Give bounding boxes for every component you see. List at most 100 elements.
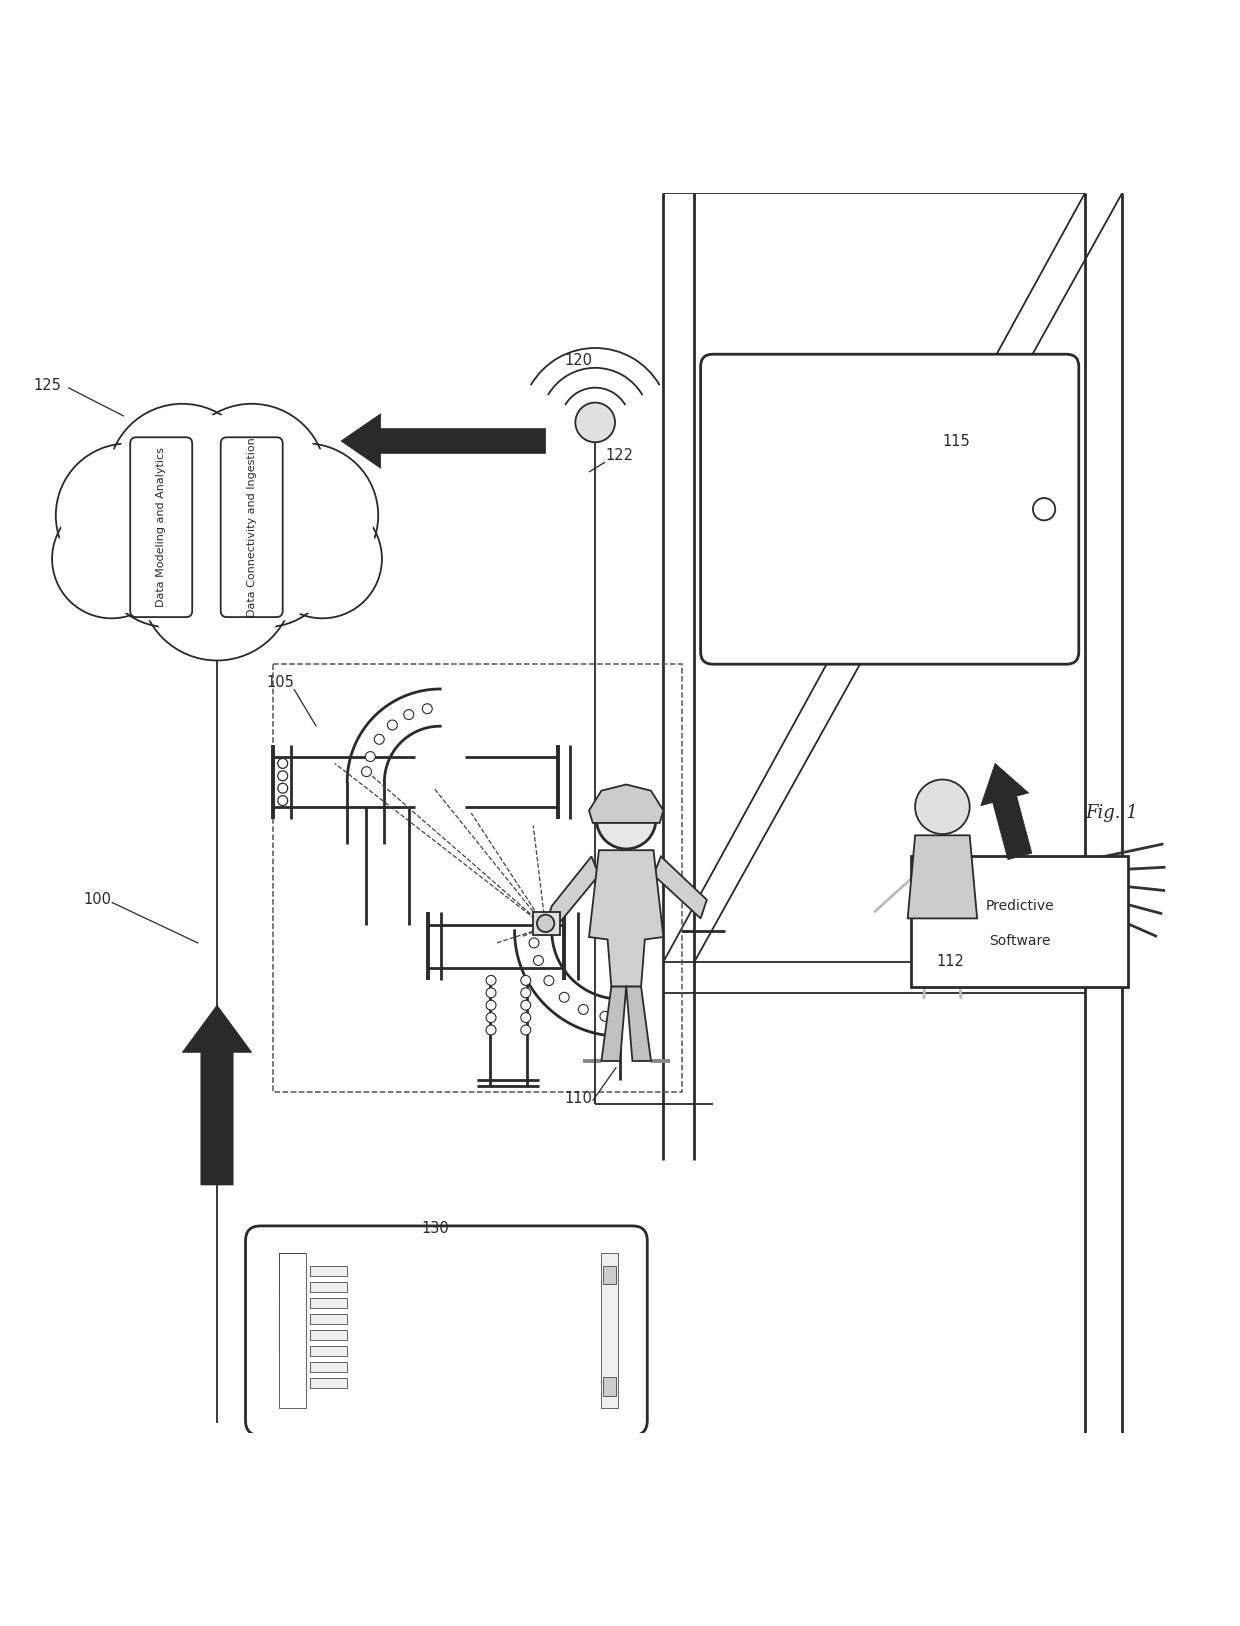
Circle shape <box>267 502 378 615</box>
Circle shape <box>521 1000 531 1010</box>
Polygon shape <box>546 857 599 925</box>
Circle shape <box>404 709 414 720</box>
Circle shape <box>177 403 326 553</box>
Circle shape <box>423 704 433 714</box>
Text: 120: 120 <box>564 353 593 367</box>
Text: 105: 105 <box>267 675 294 691</box>
FancyBboxPatch shape <box>701 354 1079 663</box>
Bar <box>279 1275 306 1286</box>
Text: 115: 115 <box>942 434 970 449</box>
Polygon shape <box>626 987 651 1062</box>
Circle shape <box>521 1013 531 1023</box>
Circle shape <box>124 447 310 633</box>
Bar <box>279 1385 306 1397</box>
Circle shape <box>486 976 496 985</box>
Circle shape <box>182 408 321 548</box>
Bar <box>279 1341 306 1353</box>
FancyBboxPatch shape <box>130 437 192 618</box>
Bar <box>310 1363 347 1372</box>
Text: 130: 130 <box>422 1221 449 1236</box>
Circle shape <box>362 767 372 777</box>
Circle shape <box>238 447 374 584</box>
Circle shape <box>486 1000 496 1010</box>
Bar <box>310 1330 347 1340</box>
Bar <box>310 1346 347 1356</box>
Circle shape <box>130 452 304 628</box>
Bar <box>279 1376 306 1385</box>
Bar <box>310 1265 347 1275</box>
Circle shape <box>486 1013 496 1023</box>
Circle shape <box>575 403 615 442</box>
Circle shape <box>56 444 200 587</box>
Bar <box>279 1397 306 1408</box>
Text: Predictive: Predictive <box>986 899 1054 912</box>
Circle shape <box>529 938 539 948</box>
Text: Fig. 1: Fig. 1 <box>1085 803 1138 823</box>
Circle shape <box>559 992 569 1002</box>
Bar <box>601 1254 618 1408</box>
Circle shape <box>234 444 378 587</box>
Circle shape <box>145 511 289 655</box>
FancyBboxPatch shape <box>246 1226 647 1436</box>
Circle shape <box>263 499 382 618</box>
Circle shape <box>278 771 288 780</box>
Circle shape <box>387 720 397 730</box>
Polygon shape <box>653 857 707 919</box>
Bar <box>603 1265 616 1285</box>
Circle shape <box>374 735 384 745</box>
Circle shape <box>537 915 554 932</box>
Bar <box>279 1286 306 1298</box>
Circle shape <box>366 751 376 761</box>
Bar <box>279 1265 306 1275</box>
Polygon shape <box>589 850 663 987</box>
Circle shape <box>544 976 554 985</box>
Bar <box>279 1309 306 1320</box>
Polygon shape <box>589 784 663 823</box>
Circle shape <box>596 790 656 849</box>
Circle shape <box>52 499 171 618</box>
Bar <box>279 1254 306 1265</box>
Circle shape <box>99 491 236 628</box>
Bar <box>310 1281 347 1291</box>
Text: Data Connectivity and Ingestion: Data Connectivity and Ingestion <box>247 437 257 616</box>
Text: 112: 112 <box>936 954 963 969</box>
Bar <box>310 1314 347 1324</box>
Bar <box>310 1298 347 1307</box>
Circle shape <box>1033 498 1055 520</box>
Circle shape <box>56 502 167 615</box>
Bar <box>911 857 1128 987</box>
Circle shape <box>486 989 496 998</box>
Text: 125: 125 <box>33 377 61 393</box>
Circle shape <box>521 989 531 998</box>
Bar <box>279 1364 306 1376</box>
Polygon shape <box>182 1005 252 1185</box>
Text: Data Modeling and Analytics: Data Modeling and Analytics <box>156 447 166 606</box>
Bar <box>603 1377 616 1395</box>
Circle shape <box>915 779 970 834</box>
Bar <box>310 1379 347 1389</box>
Circle shape <box>113 408 252 548</box>
Text: 110: 110 <box>564 1091 591 1106</box>
Circle shape <box>103 494 232 623</box>
Circle shape <box>202 494 331 623</box>
Circle shape <box>521 1024 531 1036</box>
Circle shape <box>278 758 288 769</box>
Circle shape <box>198 491 335 628</box>
FancyBboxPatch shape <box>221 437 283 618</box>
Bar <box>533 912 560 935</box>
Circle shape <box>278 784 288 793</box>
Circle shape <box>108 403 257 553</box>
Bar <box>279 1330 306 1341</box>
Bar <box>279 1320 306 1330</box>
Bar <box>273 663 682 1093</box>
Text: 122: 122 <box>605 449 634 463</box>
Bar <box>279 1298 306 1309</box>
Circle shape <box>486 1024 496 1036</box>
Text: Software: Software <box>990 933 1050 948</box>
Circle shape <box>278 795 288 805</box>
Circle shape <box>521 976 531 985</box>
Bar <box>279 1353 306 1364</box>
Polygon shape <box>341 413 546 468</box>
Polygon shape <box>981 763 1032 860</box>
Text: 100: 100 <box>83 893 112 907</box>
